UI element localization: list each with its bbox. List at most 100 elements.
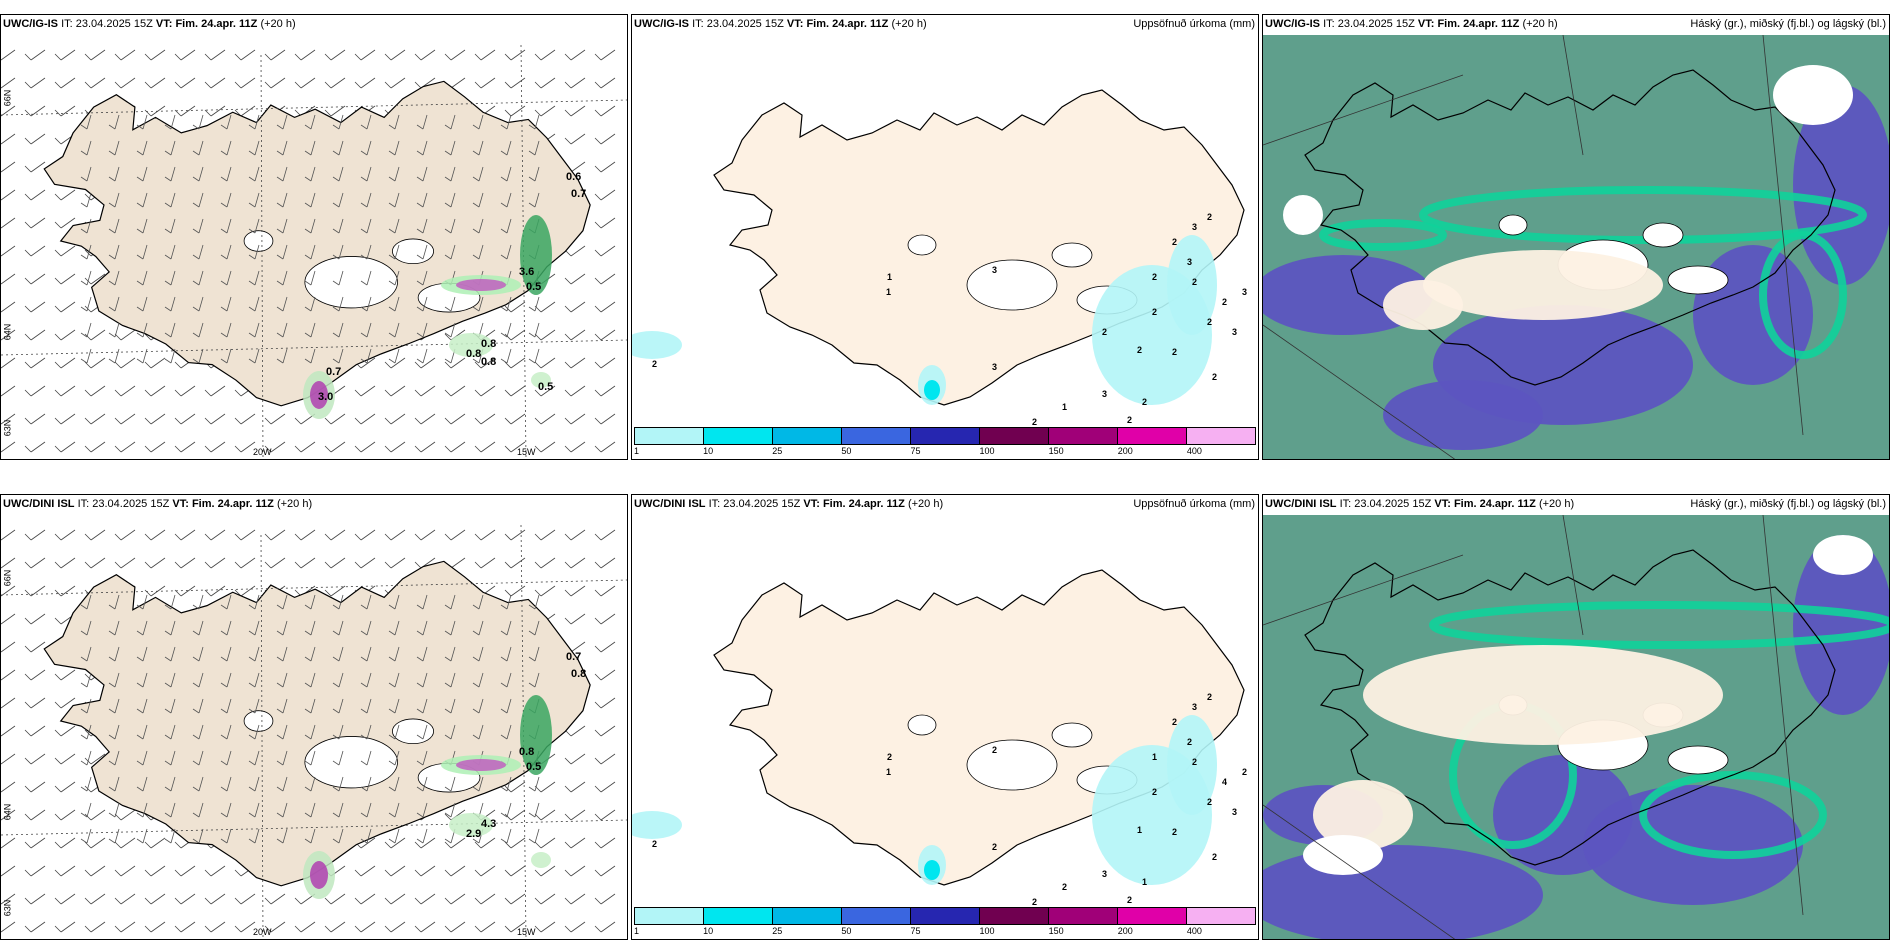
colorbar-tick-label: 10 — [703, 926, 714, 936]
precip-value-label: 2 — [1207, 317, 1212, 327]
precip-value-label: 2 — [1127, 895, 1132, 905]
panel-header: UWC/IG-IS IT: 23.04.2025 15Z VT: Fim. 24… — [1265, 18, 1558, 30]
precip-value-label: 2 — [1152, 307, 1157, 317]
wind-value-label: 0.8 — [466, 348, 481, 360]
wind-value-label: 3.6 — [519, 266, 534, 278]
colorbar-tick-label: 1 — [634, 446, 640, 456]
iceland-land — [43, 80, 591, 407]
colorbar-tick-label: 200 — [1117, 926, 1133, 936]
precip-value-label: 3 — [1192, 222, 1197, 232]
precip-value-label: 2 — [992, 745, 997, 755]
colorbar-swatch — [980, 908, 1049, 924]
wind-value-label: 0.7 — [326, 366, 341, 378]
colorbar-swatch — [704, 908, 773, 924]
colorbar-tick-label: 100 — [979, 446, 995, 456]
precip-value-label: 3 — [1232, 327, 1237, 337]
wind-value-label: 4.3 — [481, 818, 496, 830]
colorbar-swatch — [842, 428, 911, 444]
wind-value-label: 0.8 — [481, 338, 496, 350]
precip-value-label: 2 — [1207, 692, 1212, 702]
colorbar-swatch — [704, 428, 773, 444]
precip-value-label: 2 — [652, 359, 657, 369]
precip-value-label: 2 — [1187, 737, 1192, 747]
precip-value-label: 2 — [887, 752, 892, 762]
panel-header: UWC/DINI ISL IT: 23.04.2025 15Z VT: Fim.… — [3, 498, 313, 510]
precip-value-label: 1 — [1142, 877, 1147, 887]
precip-map: 2212222222212224232321321 — [632, 569, 1247, 907]
colorbar-swatch — [635, 428, 704, 444]
colorbar-swatch — [842, 908, 911, 924]
precip-value-label: 2 — [1152, 272, 1157, 282]
precip-value-label: 1 — [887, 272, 892, 282]
precip-value-label: 2 — [1212, 372, 1217, 382]
cloud-title: Háský (gr.), miðský (fj.bl.) og lágský (… — [1690, 498, 1886, 510]
precip-value-label: 3 — [992, 265, 997, 275]
precip-value-label: 1 — [1062, 402, 1067, 412]
precip-value-label: 2 — [1207, 797, 1212, 807]
colorbar-swatch — [1187, 428, 1255, 444]
colorbar-tick-label: 75 — [910, 446, 921, 456]
precip-value-label: 3 — [992, 362, 997, 372]
colorbar-tick-label: 150 — [1048, 446, 1064, 456]
panel-precip-dini: UWC/DINI ISL IT: 23.04.2025 15Z VT: Fim.… — [631, 494, 1259, 940]
colorbar-tick-label: 150 — [1048, 926, 1064, 936]
precip-value-label: 2 — [1242, 767, 1247, 777]
lat-label-63n: 63N — [2, 419, 13, 437]
wind-value-label: 0.5 — [538, 381, 553, 393]
colorbar-tick-label: 100 — [979, 926, 995, 936]
colorbar-swatch — [773, 908, 842, 924]
precip-colorbar: 1 10 25 50 75 100 150 200 400 — [634, 907, 1256, 937]
colorbar-tick-label: 1 — [634, 926, 640, 936]
lon-label-15w: 15W — [517, 447, 536, 457]
wind-value-label: 0.7 — [571, 188, 586, 200]
precip-value-label: 1 — [1152, 752, 1157, 762]
colorbar-swatch — [635, 908, 704, 924]
precip-title: Uppsöfnuð úrkoma (mm) — [1133, 18, 1255, 30]
wind-value-label: 0.5 — [526, 761, 541, 773]
precip-value-label: 2 — [1142, 397, 1147, 407]
precip-value-label: 2 — [1137, 345, 1142, 355]
precip-colorbar: 1 10 25 50 75 100 150 200 400 — [634, 427, 1256, 457]
precip-value-label: 2 — [1207, 212, 1212, 222]
panel-cloud-ig-is: UWC/IG-IS IT: 23.04.2025 15Z VT: Fim. 24… — [1262, 14, 1890, 460]
precip-value-label: 2 — [1172, 347, 1177, 357]
precip-value-label: 2 — [1172, 827, 1177, 837]
precip-value-label: 2 — [992, 842, 997, 852]
wind-value-label: 2.9 — [466, 828, 481, 840]
precip-value-label: 2 — [1062, 882, 1067, 892]
panel-wind-ig-is: UWC/IG-IS IT: 23.04.2025 15Z VT: Fim. 24… — [0, 14, 628, 460]
wind-map: 0.60.73.60.50.80.80.80.50.73.0 — [1, 44, 627, 459]
precip-value-label: 3 — [1102, 389, 1107, 399]
colorbar-tick-label: 400 — [1186, 446, 1202, 456]
panel-precip-ig-is: UWC/IG-IS IT: 23.04.2025 15Z VT: Fim. 24… — [631, 14, 1259, 460]
panel-header: UWC/IG-IS IT: 23.04.2025 15Z VT: Fim. 24… — [634, 18, 927, 30]
colorbar-tick-label: 400 — [1186, 926, 1202, 936]
lat-label-66n: 66N — [2, 89, 13, 107]
colorbar-swatch — [1049, 428, 1118, 444]
panel-header: UWC/IG-IS IT: 23.04.2025 15Z VT: Fim. 24… — [3, 18, 296, 30]
colorbar-swatch — [1118, 908, 1187, 924]
precip-value-label: 1 — [1137, 825, 1142, 835]
precip-value-label: 3 — [1232, 807, 1237, 817]
wind-value-label: 0.7 — [566, 651, 581, 663]
colorbar-tick-label: 50 — [841, 446, 852, 456]
wind-value-label: 0.8 — [571, 668, 586, 680]
colorbar-tick-label: 200 — [1117, 446, 1133, 456]
wind-value-label: 3.0 — [318, 391, 333, 403]
precip-value-label: 3 — [1187, 257, 1192, 267]
lon-label-15w: 15W — [517, 927, 536, 937]
lon-label-20w: 20W — [253, 927, 272, 937]
wind-map: 0.7 0.8 0.8 0.5 4.32.9 — [1, 524, 627, 939]
precip-value-label: 2 — [1172, 717, 1177, 727]
precip-value-label: 2 — [1212, 852, 1217, 862]
lat-label-63n: 63N — [2, 899, 13, 917]
colorbar-tick-label: 25 — [772, 926, 783, 936]
colorbar-swatch — [773, 428, 842, 444]
colorbar-swatch — [1118, 428, 1187, 444]
colorbar-tick-label: 25 — [772, 446, 783, 456]
precip-value-label: 2 — [1152, 787, 1157, 797]
lat-label-64n: 64N — [2, 803, 13, 821]
panel-cloud-dini: UWC/DINI ISL IT: 23.04.2025 15Z VT: Fim.… — [1262, 494, 1890, 940]
precip-value-label: 2 — [652, 839, 657, 849]
precip-value-label: 3 — [1192, 702, 1197, 712]
